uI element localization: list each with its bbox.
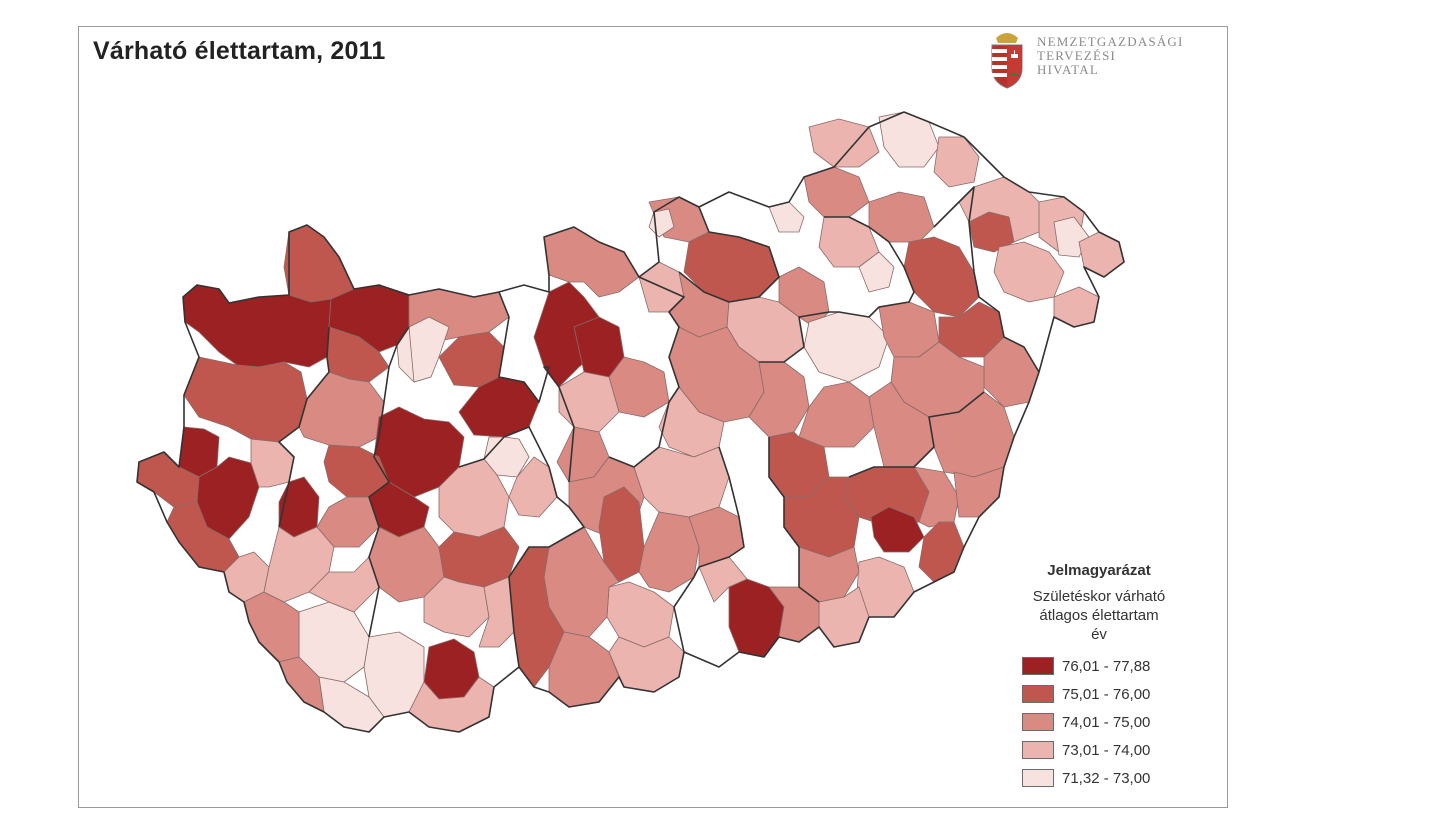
subregion bbox=[298, 371, 385, 448]
subregion bbox=[638, 511, 700, 593]
legend-swatch bbox=[1022, 713, 1054, 731]
legend-heading: Jelmagyarázat bbox=[1047, 562, 1151, 579]
legend-item: 75,01 - 76,00 bbox=[1004, 680, 1194, 708]
subregion bbox=[803, 166, 870, 218]
legend-subtitle-line: átlagos élettartam bbox=[1039, 607, 1159, 624]
subregion bbox=[250, 438, 295, 488]
county-border bbox=[933, 186, 1040, 373]
subregion bbox=[993, 241, 1065, 303]
logo-line: TERVEZÉSI bbox=[1037, 48, 1117, 63]
legend-subtitle-line: év bbox=[1091, 626, 1107, 643]
county-border bbox=[768, 437, 820, 603]
subregion bbox=[798, 381, 875, 448]
legend-item: 71,32 - 73,00 bbox=[1004, 764, 1194, 792]
legend-subtitle: Születéskor várható átlagos élettartam é… bbox=[1004, 587, 1194, 644]
county-border bbox=[368, 326, 410, 638]
subregion bbox=[408, 316, 450, 383]
legend-label: 76,01 - 77,88 bbox=[1062, 657, 1151, 675]
subregion bbox=[438, 331, 505, 388]
map-legend: Jelmagyarázat Születéskor várható átlago… bbox=[1004, 562, 1194, 792]
county-border bbox=[608, 276, 685, 468]
subregion bbox=[803, 311, 890, 383]
legend-swatch bbox=[1022, 741, 1054, 759]
subregion bbox=[548, 631, 620, 708]
subregion bbox=[968, 211, 1015, 253]
legend-item: 73,01 - 74,00 bbox=[1004, 736, 1194, 764]
legend-swatch bbox=[1022, 769, 1054, 787]
subregion bbox=[870, 506, 925, 553]
subregion bbox=[878, 111, 940, 168]
subregion bbox=[283, 224, 355, 303]
county-border bbox=[458, 426, 585, 668]
map-title: Várható élettartam, 2011 bbox=[93, 37, 386, 65]
subregion bbox=[633, 446, 730, 518]
legend-label: 74,01 - 75,00 bbox=[1062, 713, 1151, 731]
subregion bbox=[263, 526, 335, 603]
county-border bbox=[759, 216, 915, 363]
legend-item: 76,01 - 77,88 bbox=[1004, 652, 1194, 680]
county-border bbox=[498, 291, 575, 483]
county-border bbox=[678, 206, 780, 303]
hungary-choropleth-map bbox=[136, 111, 1125, 733]
country-border bbox=[136, 111, 1125, 733]
legend-subtitle-line: Születéskor várható bbox=[1032, 588, 1166, 605]
county-borders bbox=[136, 111, 1125, 733]
legend-swatch bbox=[1022, 657, 1054, 675]
logo-text: NEMZETGAZDASÁGI TERVEZÉSI HIVATAL bbox=[1037, 35, 1184, 77]
subregion bbox=[608, 356, 670, 418]
legend-item: 74,01 - 75,00 bbox=[1004, 708, 1194, 736]
county-border bbox=[673, 446, 745, 653]
county-border bbox=[848, 391, 985, 478]
subregion bbox=[858, 251, 895, 293]
subregion bbox=[808, 118, 880, 168]
subregion bbox=[508, 456, 558, 518]
map-frame: Várható élettartam, 2011 NEMZETGAZDASÁGI… bbox=[78, 26, 1228, 808]
county-border bbox=[278, 326, 330, 528]
subregion bbox=[558, 371, 620, 433]
subregion bbox=[606, 581, 675, 648]
hungarian-coat-of-arms-icon bbox=[991, 33, 1023, 89]
ntp-logo: NEMZETGAZDASÁGI TERVEZÉSI HIVATAL bbox=[984, 30, 1224, 92]
subregion bbox=[278, 476, 320, 538]
subregion bbox=[918, 521, 965, 583]
logo-line: NEMZETGAZDASÁGI bbox=[1037, 34, 1184, 49]
legend-swatch bbox=[1022, 685, 1054, 703]
logo-line: HIVATAL bbox=[1037, 62, 1100, 77]
legend-label: 71,32 - 73,00 bbox=[1062, 769, 1151, 787]
legend-label: 75,01 - 76,00 bbox=[1062, 685, 1151, 703]
subregion-polygons bbox=[136, 111, 1125, 733]
legend-label: 73,01 - 74,00 bbox=[1062, 741, 1151, 759]
